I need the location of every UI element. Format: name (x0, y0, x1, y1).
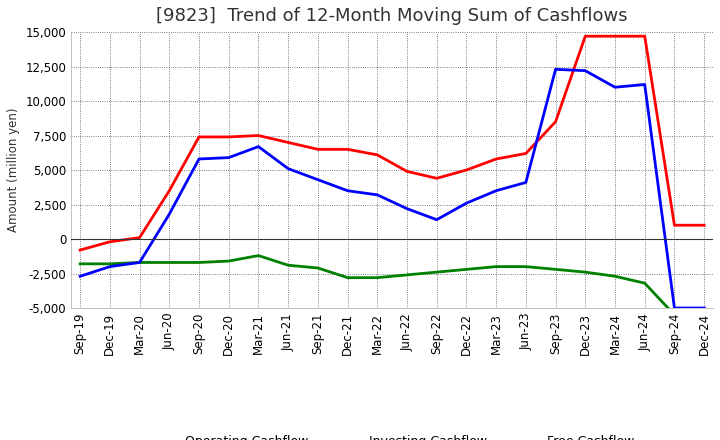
Investing Cashflow (313, 265, 322, 271)
Free Cashflow (581, 68, 590, 73)
Investing Cashflow (521, 264, 530, 269)
Investing Cashflow (284, 263, 292, 268)
Operating Cashflow (640, 33, 649, 39)
Free Cashflow (552, 67, 560, 72)
Free Cashflow (521, 180, 530, 185)
Title: [9823]  Trend of 12-Month Moving Sum of Cashflows: [9823] Trend of 12-Month Moving Sum of C… (156, 7, 628, 25)
Free Cashflow (611, 84, 619, 90)
Operating Cashflow (106, 239, 114, 244)
Investing Cashflow (433, 269, 441, 275)
Operating Cashflow (343, 147, 352, 152)
Investing Cashflow (492, 264, 500, 269)
Operating Cashflow (313, 147, 322, 152)
Investing Cashflow (225, 258, 233, 264)
Free Cashflow (700, 305, 708, 311)
Operating Cashflow (521, 151, 530, 156)
Free Cashflow (225, 155, 233, 160)
Free Cashflow (640, 82, 649, 87)
Operating Cashflow (581, 33, 590, 39)
Legend: Operating Cashflow, Investing Cashflow, Free Cashflow: Operating Cashflow, Investing Cashflow, … (145, 430, 639, 440)
Investing Cashflow (106, 261, 114, 267)
Investing Cashflow (640, 281, 649, 286)
Free Cashflow (284, 166, 292, 171)
Investing Cashflow (165, 260, 174, 265)
Free Cashflow (433, 217, 441, 222)
Investing Cashflow (76, 261, 84, 267)
Investing Cashflow (611, 274, 619, 279)
Investing Cashflow (552, 267, 560, 272)
Free Cashflow (343, 188, 352, 193)
Operating Cashflow (76, 247, 84, 253)
Free Cashflow (254, 144, 263, 149)
Investing Cashflow (700, 312, 708, 318)
Operating Cashflow (225, 134, 233, 139)
Investing Cashflow (402, 272, 411, 278)
Y-axis label: Amount (million yen): Amount (million yen) (7, 108, 20, 232)
Investing Cashflow (373, 275, 382, 280)
Operating Cashflow (135, 235, 144, 240)
Operating Cashflow (611, 33, 619, 39)
Free Cashflow (76, 274, 84, 279)
Investing Cashflow (581, 269, 590, 275)
Operating Cashflow (492, 156, 500, 161)
Operating Cashflow (402, 169, 411, 174)
Line: Operating Cashflow: Operating Cashflow (80, 36, 704, 250)
Operating Cashflow (670, 223, 679, 228)
Operating Cashflow (552, 119, 560, 125)
Free Cashflow (165, 212, 174, 217)
Operating Cashflow (433, 176, 441, 181)
Operating Cashflow (165, 188, 174, 193)
Free Cashflow (135, 260, 144, 265)
Free Cashflow (313, 177, 322, 182)
Free Cashflow (194, 156, 203, 161)
Investing Cashflow (135, 260, 144, 265)
Operating Cashflow (373, 152, 382, 158)
Operating Cashflow (700, 223, 708, 228)
Investing Cashflow (194, 260, 203, 265)
Operating Cashflow (462, 167, 471, 172)
Free Cashflow (373, 192, 382, 198)
Operating Cashflow (284, 140, 292, 145)
Free Cashflow (106, 264, 114, 269)
Free Cashflow (402, 206, 411, 211)
Investing Cashflow (254, 253, 263, 258)
Investing Cashflow (670, 312, 679, 318)
Free Cashflow (670, 305, 679, 311)
Investing Cashflow (462, 267, 471, 272)
Investing Cashflow (343, 275, 352, 280)
Free Cashflow (462, 201, 471, 206)
Operating Cashflow (254, 133, 263, 138)
Operating Cashflow (194, 134, 203, 139)
Free Cashflow (492, 188, 500, 193)
Line: Investing Cashflow: Investing Cashflow (80, 256, 704, 315)
Line: Free Cashflow: Free Cashflow (80, 70, 704, 308)
